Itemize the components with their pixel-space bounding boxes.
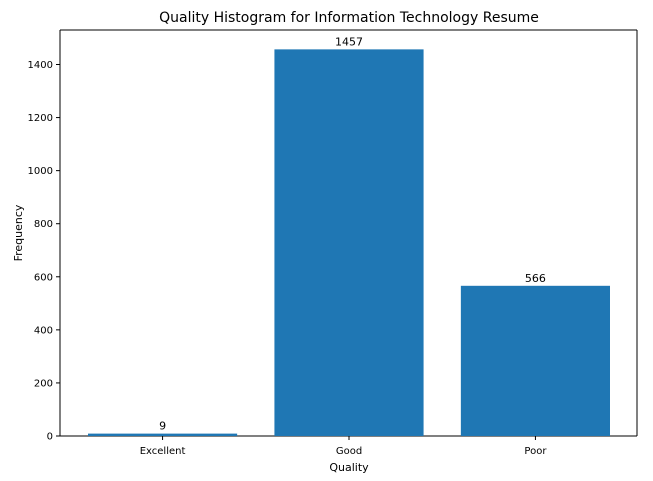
- y-tick-label: 800: [34, 219, 53, 230]
- chart-title: Quality Histogram for Information Techno…: [159, 10, 539, 26]
- y-tick-label: 0: [47, 432, 53, 443]
- bar-good: [274, 49, 424, 436]
- x-tick-label-good: Good: [336, 446, 362, 457]
- data-label-good: 1457: [335, 35, 363, 48]
- bar-excellent: [88, 433, 238, 436]
- x-tick-label-excellent: Excellent: [140, 446, 186, 457]
- y-axis-label: Frequency: [12, 204, 25, 261]
- data-labels: 9 1457 566: [159, 35, 546, 432]
- x-axis-label: Quality: [329, 461, 369, 474]
- y-tick-label: 400: [34, 325, 53, 336]
- y-tick-label: 600: [34, 272, 53, 283]
- data-label-poor: 566: [525, 272, 546, 285]
- y-tick-label: 1000: [28, 166, 53, 177]
- y-tick-label: 1200: [28, 113, 53, 124]
- x-tick-label-poor: Poor: [524, 446, 547, 457]
- data-label-excellent: 9: [159, 420, 166, 433]
- y-tick-label: 1400: [28, 60, 53, 71]
- y-axis-ticks: 0 200 400 600 800 1000 1200 1400: [28, 60, 60, 443]
- x-axis-ticks: Excellent Good Poor: [140, 436, 547, 457]
- bars: [88, 49, 610, 436]
- bar-poor: [460, 285, 610, 436]
- y-tick-label: 200: [34, 378, 53, 389]
